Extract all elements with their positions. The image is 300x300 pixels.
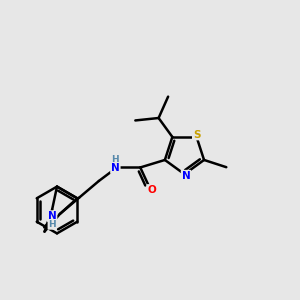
Text: H: H [48, 220, 56, 229]
Text: N: N [182, 171, 190, 181]
Text: S: S [193, 130, 200, 140]
Text: N: N [111, 163, 120, 173]
Text: N: N [48, 211, 56, 221]
Text: O: O [147, 185, 156, 195]
Text: H: H [112, 154, 119, 164]
